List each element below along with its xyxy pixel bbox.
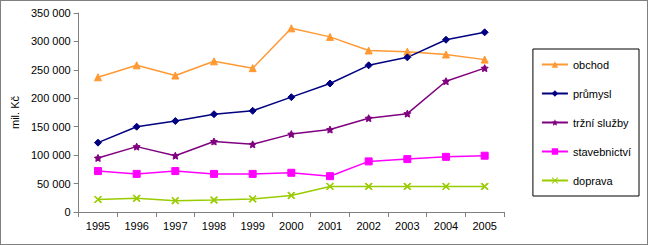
svg-text:100 000: 100 000 <box>31 149 71 161</box>
svg-text:350 000: 350 000 <box>31 7 71 19</box>
svg-text:1999: 1999 <box>240 220 264 232</box>
svg-text:1995: 1995 <box>86 220 110 232</box>
svg-text:50 000: 50 000 <box>37 178 71 190</box>
svg-text:150 000: 150 000 <box>31 121 71 133</box>
svg-text:průmysl: průmysl <box>573 88 612 100</box>
svg-text:1997: 1997 <box>163 220 187 232</box>
svg-text:300 000: 300 000 <box>31 35 71 47</box>
svg-text:obchod: obchod <box>573 59 609 71</box>
svg-text:2002: 2002 <box>356 220 380 232</box>
svg-text:doprava: doprava <box>573 175 614 187</box>
svg-text:2004: 2004 <box>434 220 458 232</box>
svg-text:1998: 1998 <box>202 220 226 232</box>
svg-text:2001: 2001 <box>318 220 342 232</box>
svg-text:250 000: 250 000 <box>31 64 71 76</box>
svg-text:2000: 2000 <box>279 220 303 232</box>
svg-text:2003: 2003 <box>395 220 419 232</box>
svg-text:1996: 1996 <box>124 220 148 232</box>
svg-text:200 000: 200 000 <box>31 92 71 104</box>
svg-text:mil. Kč: mil. Kč <box>9 96 21 130</box>
svg-text:stavebnictví: stavebnictví <box>573 146 631 158</box>
svg-text:tržní služby: tržní služby <box>573 117 629 129</box>
svg-text:0: 0 <box>65 206 71 218</box>
svg-text:2005: 2005 <box>472 220 496 232</box>
